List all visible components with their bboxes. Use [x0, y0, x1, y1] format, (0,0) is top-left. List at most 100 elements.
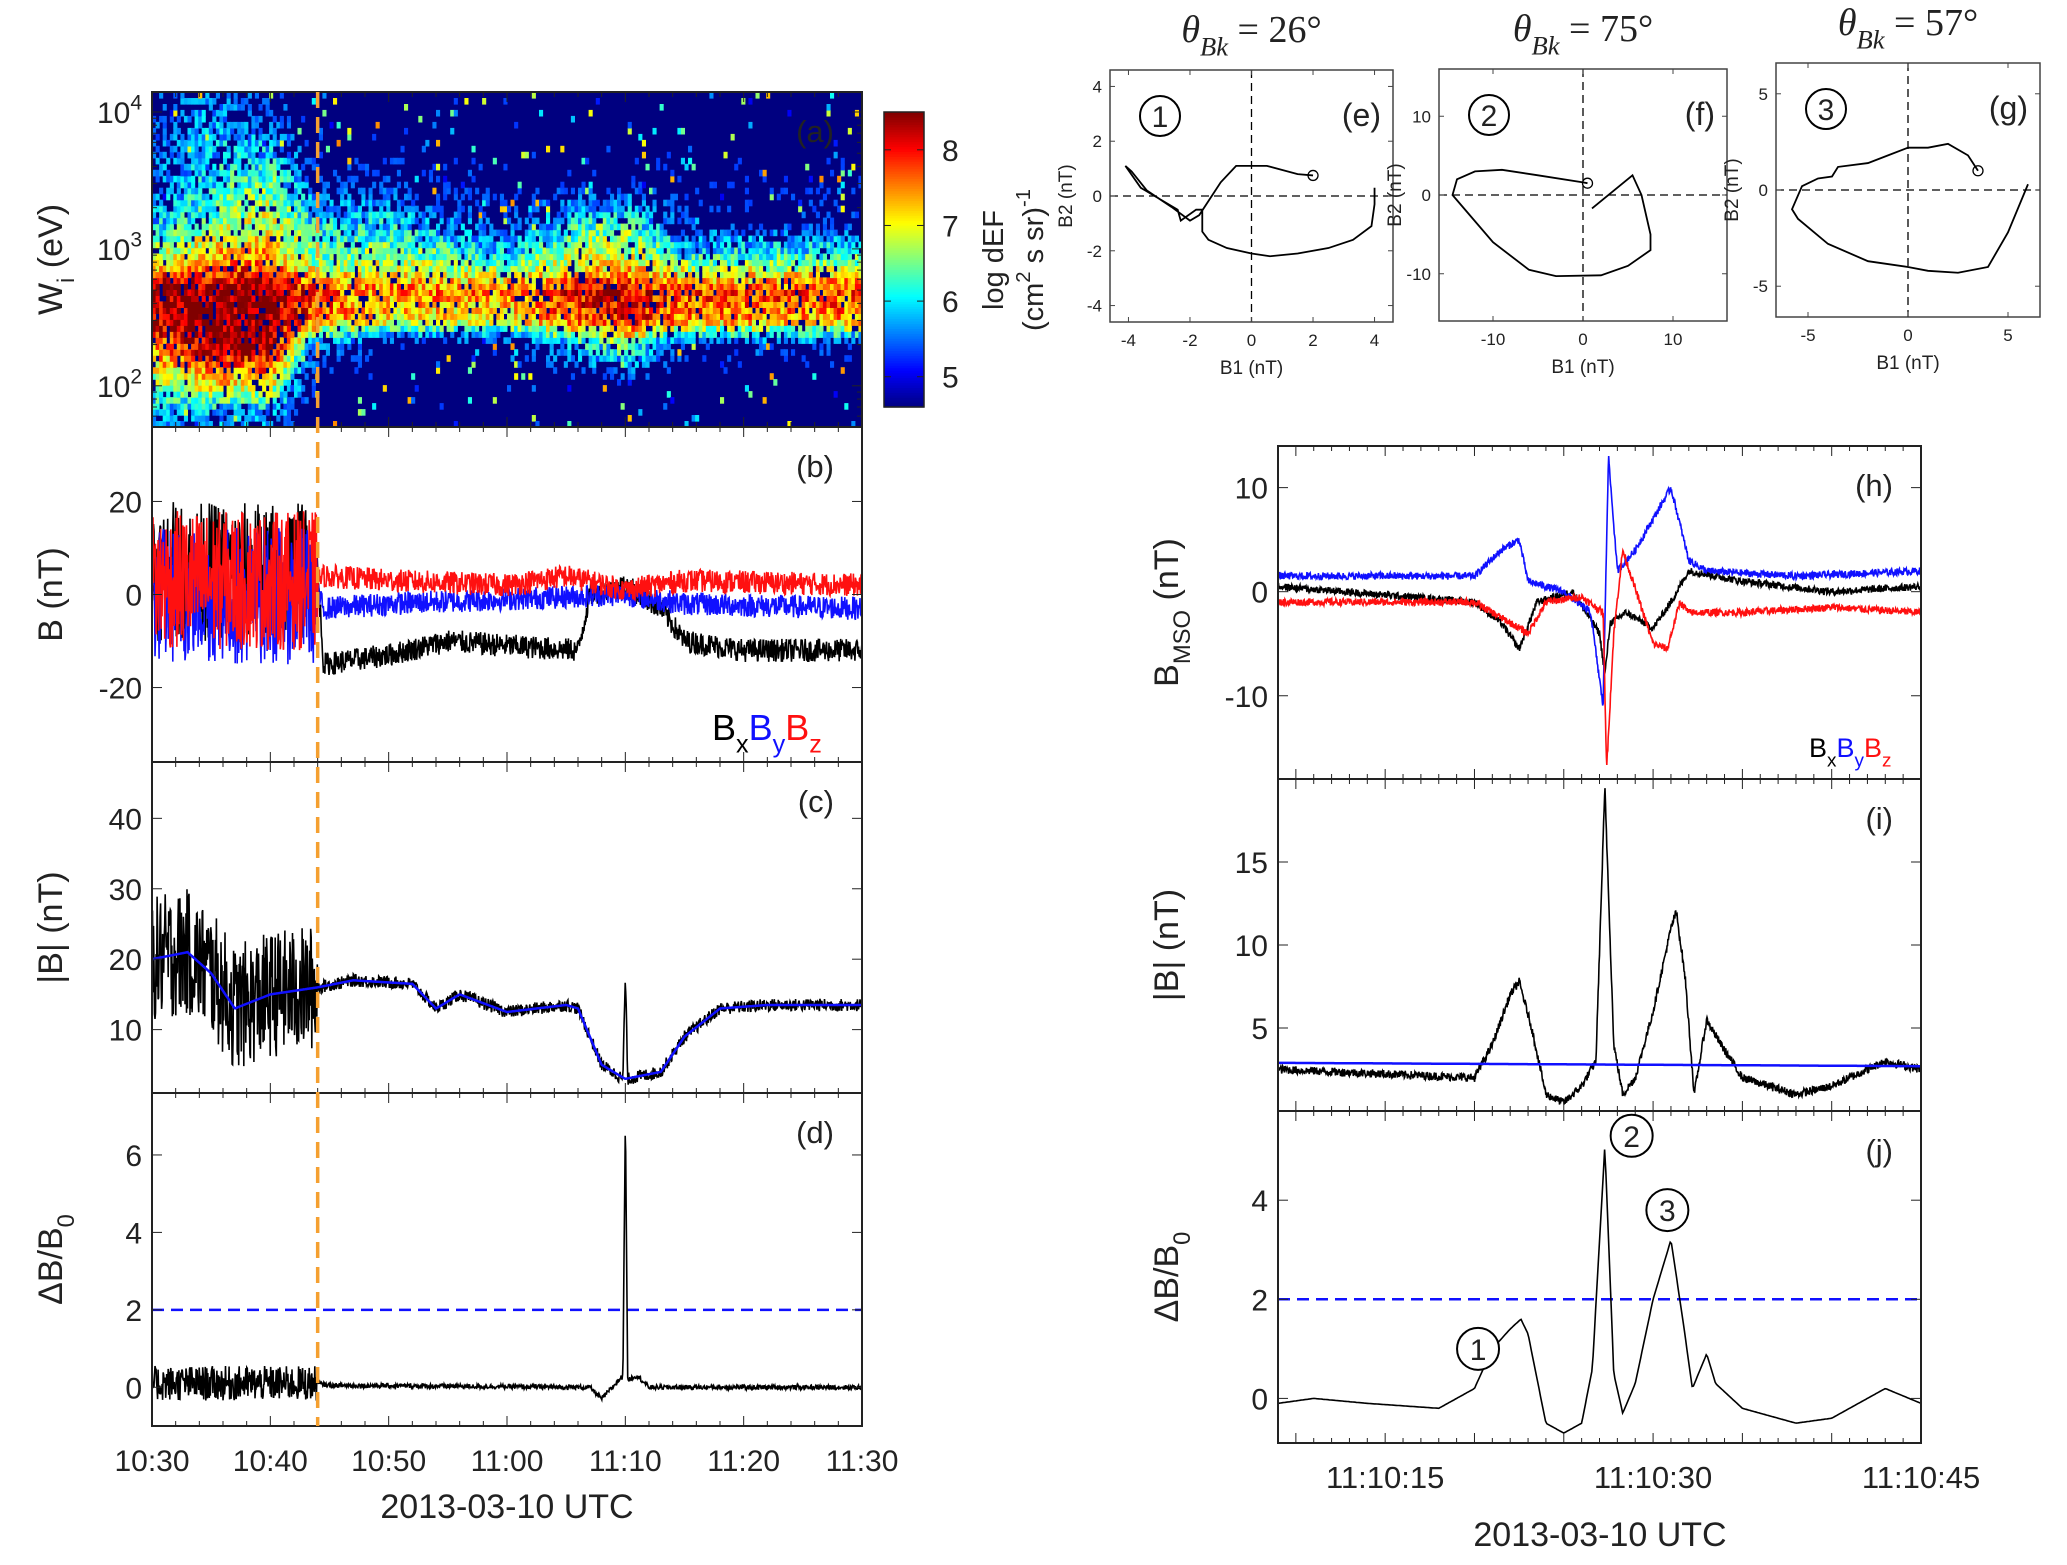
heatmap-cell	[368, 235, 373, 243]
heatmap-cell	[347, 331, 352, 338]
heatmap-cell	[251, 337, 256, 344]
heatmap-cell	[432, 295, 437, 302]
heatmap-cell	[173, 307, 178, 314]
heatmap-cell	[808, 265, 813, 273]
heatmap-cell	[574, 235, 579, 243]
heatmap-cell	[265, 133, 270, 141]
heatmap-cell	[794, 265, 799, 273]
heatmap-cell	[219, 349, 224, 356]
heatmap-cell	[311, 247, 316, 255]
heatmap-cell	[432, 313, 437, 320]
heatmap-cell	[201, 109, 206, 117]
heatmap-cell	[308, 193, 313, 201]
heatmap-cell	[208, 199, 213, 207]
heatmap-cell	[400, 229, 405, 237]
heatmap-cell	[365, 319, 370, 326]
heatmap-cell	[297, 229, 302, 237]
heatmap-cell	[613, 199, 618, 207]
heatmap-cell	[382, 193, 387, 201]
heatmap-cell	[350, 217, 355, 225]
heatmap-cell	[176, 379, 181, 386]
heatmap-cell	[489, 337, 494, 344]
heatmap-cell	[311, 379, 316, 386]
heatmap-cell	[606, 343, 611, 350]
heatmap-cell	[215, 259, 220, 267]
heatmap-cell	[297, 175, 302, 183]
heatmap-cell	[624, 307, 629, 314]
heatmap-cell	[773, 379, 778, 386]
heatmap-cell	[350, 301, 355, 308]
heatmap-cell	[283, 241, 288, 249]
heatmap-cell	[152, 235, 157, 243]
heatmap-cell	[570, 217, 575, 225]
heatmap-cell	[585, 301, 590, 308]
heatmap-cell	[244, 163, 249, 171]
heatmap-cell	[808, 271, 813, 279]
heatmap-cell	[152, 367, 157, 374]
heatmap-cell	[379, 301, 384, 308]
heatmap-cell	[499, 253, 504, 261]
heatmap-cell	[194, 373, 199, 380]
heatmap-cell	[748, 277, 753, 284]
heatmap-cell	[329, 211, 334, 219]
heatmap-cell	[265, 157, 270, 165]
heatmap-cell	[187, 223, 192, 231]
heatmap-cell	[436, 367, 441, 374]
heatmap-cell	[258, 169, 263, 177]
heatmap-cell	[322, 265, 327, 273]
heatmap-cell	[539, 241, 544, 249]
heatmap-cell	[152, 283, 157, 290]
heatmap-cell	[666, 319, 671, 326]
heatmap-cell	[244, 211, 249, 219]
heatmap-cell	[425, 283, 430, 290]
heatmap-cell	[251, 181, 256, 189]
heatmap-cell	[467, 367, 472, 374]
heatmap-cell	[499, 307, 504, 314]
heatmap-cell	[258, 151, 263, 159]
heatmap-cell	[475, 199, 480, 207]
heatmap-cell	[294, 259, 299, 267]
heatmap-cell	[237, 277, 242, 284]
heatmap-cell	[741, 301, 746, 308]
heatmap-cell	[670, 397, 675, 404]
heatmap-cell	[183, 349, 188, 356]
heatmap-cell	[152, 151, 157, 159]
heatmap-cell	[294, 253, 299, 261]
heatmap-cell	[798, 199, 803, 207]
heatmap-cell	[578, 337, 583, 344]
heatmap-cell	[233, 373, 238, 380]
heatmap-cell	[436, 259, 441, 267]
heatmap-cell	[393, 325, 398, 332]
heatmap-cell	[755, 277, 760, 284]
heatmap-cell	[272, 283, 277, 290]
heatmap-cell	[631, 259, 636, 267]
heatmap-cell	[755, 241, 760, 249]
heatmap-cell	[350, 205, 355, 213]
heatmap-cell	[386, 193, 391, 201]
heatmap-cell	[489, 241, 494, 249]
heatmap-cell	[634, 289, 639, 296]
heatmap-cell	[368, 205, 373, 213]
heatmap-cell	[560, 265, 565, 273]
heatmap-cell	[528, 241, 533, 249]
heatmap-cell	[173, 247, 178, 255]
heatmap-cell	[581, 367, 586, 374]
heatmap-cell	[489, 319, 494, 326]
heatmap-cell	[254, 397, 259, 404]
heatmap-cell	[247, 109, 252, 117]
heatmap-cell	[382, 187, 387, 195]
heatmap-cell	[546, 223, 551, 231]
heatmap-cell	[194, 235, 199, 243]
heatmap-cell	[283, 205, 288, 213]
heatmap-cell	[546, 229, 551, 237]
heatmap-cell	[464, 289, 469, 296]
heatmap-cell	[404, 241, 409, 249]
heatmap-cell	[251, 319, 256, 326]
heatmap-cell	[489, 253, 494, 261]
heatmap-cell	[677, 265, 682, 273]
heatmap-cell	[460, 265, 465, 273]
heatmap-cell	[489, 295, 494, 302]
heatmap-cell	[801, 307, 806, 314]
heatmap-cell	[613, 313, 618, 320]
heatmap-cell	[588, 253, 593, 261]
